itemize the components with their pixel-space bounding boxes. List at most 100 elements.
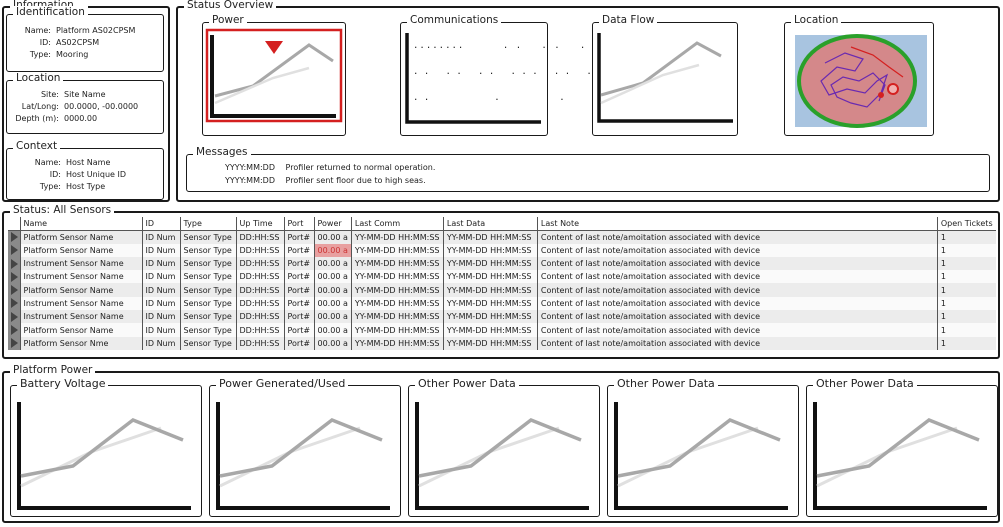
col-last-comm[interactable]: Last Comm (351, 217, 444, 231)
dataflow-widget[interactable]: Data Flow (592, 14, 738, 136)
table-row[interactable]: Platform Sensor Name ID Num Sensor Type DD:… (8, 283, 996, 297)
cell-last-comm: YY-MM-DD HH:MM:SS (351, 230, 444, 244)
sensors-table: Name ID Type Up Time Port Power Last Com… (8, 217, 996, 350)
row-selector-icon[interactable] (8, 230, 21, 244)
table-row[interactable]: Platform Sensor Nme ID Num Sensor Type DD:H… (8, 336, 996, 350)
id-type-value: Mooring (56, 50, 89, 59)
power-line-chart (614, 402, 788, 510)
power-line-chart (216, 402, 390, 510)
cell-type: Sensor Type (180, 283, 237, 297)
dataflow-title: Data Flow (599, 14, 658, 26)
cell-last-data: YY-MM-DD HH:MM:SS (443, 336, 538, 350)
cell-last-data: YY-MM-DD HH:MM:SS (443, 256, 538, 271)
communications-widget[interactable]: Communications ........ . . . . . . . . … (400, 14, 641, 136)
trend-line-dark (617, 418, 781, 478)
power-chart-card[interactable]: Other Power Data (806, 377, 998, 517)
latlong-value: 00.0000, -00.0000 (64, 102, 139, 111)
id-type-label: Type: (29, 50, 51, 59)
col-open-tickets[interactable]: Open Tickets (937, 217, 996, 231)
power-chart-title: Battery Voltage (17, 377, 109, 390)
cell-port: Port# (284, 310, 315, 324)
col-port[interactable]: Port (284, 217, 315, 231)
cell-open-tickets: 1 (937, 256, 996, 271)
message-item[interactable]: YYYY:MM:DD Profiler returned to normal o… (225, 163, 435, 172)
cell-power: 00.00 a (314, 270, 352, 284)
cell-uptime: DD:HH:SS (236, 336, 285, 350)
cell-last-comm: YY-MM-DD HH:MM:SS (351, 256, 444, 271)
table-row[interactable]: Platform Sensor Name ID Num Sensor Type DD:… (8, 323, 996, 337)
cell-last-note: Content of last note/amoitation associat… (537, 243, 938, 257)
communications-chart (405, 33, 541, 124)
message-date: YYYY:MM:DD (225, 176, 275, 185)
cell-id: ID Num (142, 230, 181, 244)
location-widget[interactable]: Location (784, 14, 934, 136)
table-row[interactable]: Platform Sensor Name ID Num Sensor Type DD:… (8, 243, 996, 257)
col-uptime[interactable]: Up Time (236, 217, 285, 231)
ctx-type-value: Host Type (66, 182, 106, 191)
profiler-track (820, 52, 889, 108)
cell-last-data: YY-MM-DD HH:MM:SS (443, 296, 538, 311)
current-position-icon (887, 83, 899, 95)
trend-line-dark (418, 418, 582, 478)
sensors-title: Status: All Sensors (10, 204, 115, 216)
col-id[interactable]: ID (142, 217, 181, 231)
power-chart-card[interactable]: Other Power Data (607, 377, 799, 517)
col-type[interactable]: Type (180, 217, 237, 231)
cell-last-note: Content of last note/amoitation associat… (537, 270, 938, 284)
col-last-note[interactable]: Last Note (537, 217, 938, 231)
selector-header (8, 217, 21, 231)
power-chart-card[interactable]: Battery Voltage (10, 377, 202, 517)
power-chart-card[interactable]: Other Power Data (408, 377, 600, 517)
cell-uptime: DD:HH:SS (236, 283, 285, 297)
anchor-marker-icon (878, 92, 884, 98)
cell-port: Port# (284, 296, 315, 311)
power-chart-card[interactable]: Power Generated/Used (209, 377, 401, 517)
cell-id: ID Num (142, 256, 181, 271)
col-power[interactable]: Power (314, 217, 352, 231)
row-selector-icon[interactable] (8, 296, 21, 311)
cell-last-note: Content of last note/amoitation associat… (537, 296, 938, 311)
table-row[interactable]: Platform Sensor Name ID Num Sensor Type DD:… (8, 230, 996, 244)
col-last-data[interactable]: Last Data (443, 217, 538, 231)
depth-label: Depth (m): (15, 114, 59, 123)
trend-line-dark (816, 418, 980, 478)
cell-uptime: DD:HH:SS (236, 296, 285, 311)
cell-id: ID Num (142, 270, 181, 284)
axes (614, 402, 788, 510)
cell-open-tickets: 1 (937, 270, 996, 284)
row-selector-icon[interactable] (8, 270, 21, 284)
message-item[interactable]: YYYY:MM:DD Profiler sent floor due to hi… (225, 176, 426, 185)
cell-power: 00.00 a (314, 243, 352, 257)
cell-last-note: Content of last note/amoitation associat… (537, 310, 938, 324)
table-row[interactable]: Instrument Sensor Name ID Num Sensor Type D… (8, 296, 996, 311)
cell-type: Sensor Type (180, 336, 237, 350)
sensors-panel: Status: All Sensors Name ID Type Up Time… (2, 204, 1000, 359)
ctx-name-label: Name: (34, 158, 61, 167)
axes (210, 35, 336, 118)
platform-power-panel: Platform Power Battery Voltage Power Gene… (2, 364, 1000, 523)
cell-last-comm: YY-MM-DD HH:MM:SS (351, 310, 444, 324)
row-selector-icon[interactable] (8, 336, 21, 350)
power-widget[interactable]: Power (202, 14, 346, 136)
row-selector-icon[interactable] (8, 310, 21, 324)
cell-last-comm: YY-MM-DD HH:MM:SS (351, 323, 444, 337)
cell-type: Sensor Type (180, 323, 237, 337)
row-selector-icon[interactable] (8, 283, 21, 297)
information-panel: Information Identification Name: Platform… (2, 0, 170, 202)
row-selector-icon[interactable] (8, 256, 21, 271)
cell-last-data: YY-MM-DD HH:MM:SS (443, 323, 538, 337)
cell-last-comm: YY-MM-DD HH:MM:SS (351, 283, 444, 297)
row-selector-icon[interactable] (8, 323, 21, 337)
table-row[interactable]: Instrument Sensor Name ID Num Sensor Type D… (8, 310, 996, 324)
row-selector-icon[interactable] (8, 243, 21, 257)
id-id-value: AS02CPSM (56, 38, 100, 47)
cell-name: Instrument Sensor Name (20, 270, 143, 284)
power-line-chart (17, 402, 191, 510)
table-row[interactable]: Instrument Sensor Name ID Num Sensor Type D… (8, 256, 996, 271)
col-name[interactable]: Name (20, 217, 143, 231)
message-text: Profiler returned to normal operation. (285, 163, 436, 172)
context-title: Context (13, 140, 61, 152)
latlong-label: Lat/Long: (21, 102, 59, 111)
table-row[interactable]: Instrument Sensor Name ID Num Sensor Type D… (8, 270, 996, 284)
trend-line-light (20, 426, 162, 488)
